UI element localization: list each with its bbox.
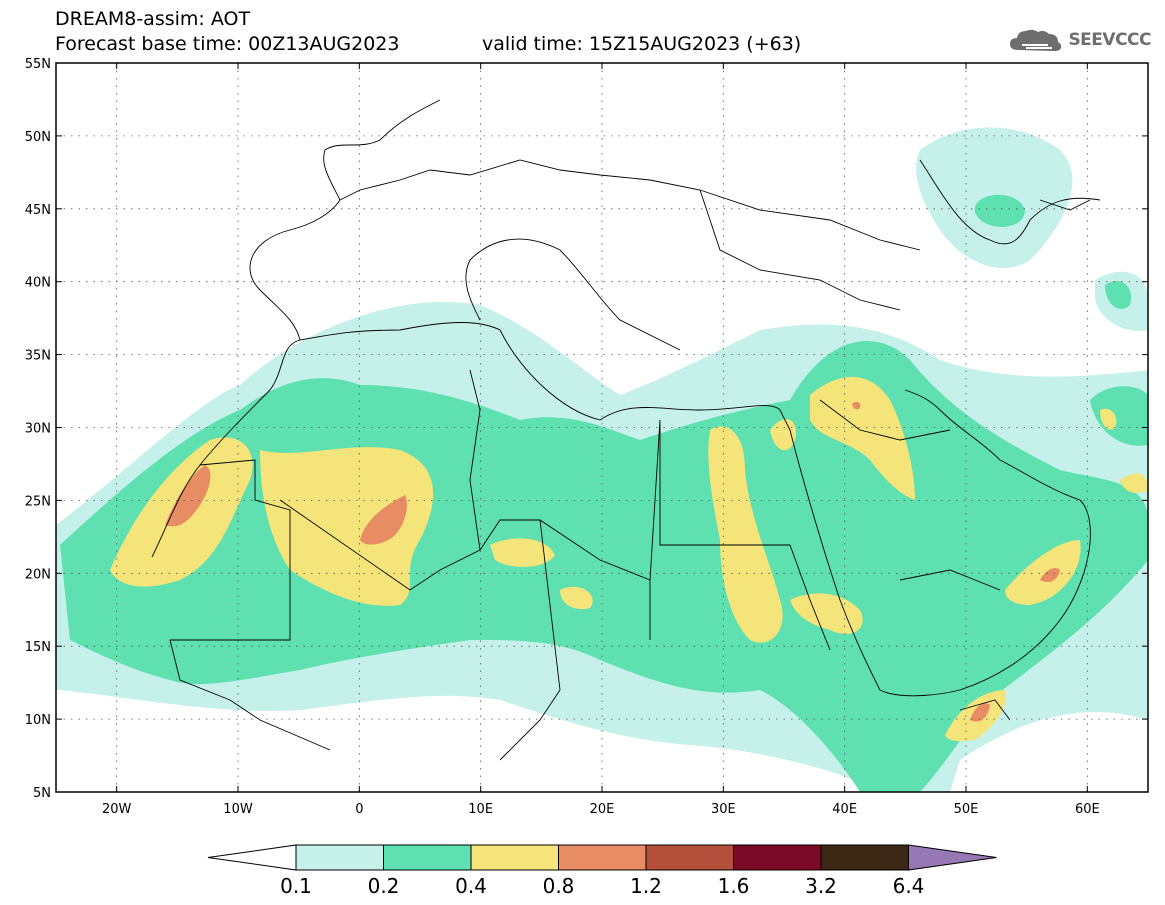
lat-label: 55N: [25, 57, 51, 72]
colorbar-label: 0.8: [543, 874, 575, 898]
graticule: [56, 63, 1148, 792]
lon-label: 20E: [590, 802, 615, 817]
lat-label: 20N: [25, 567, 51, 582]
lat-label: 5N: [33, 786, 51, 801]
lat-label: 25N: [25, 494, 51, 509]
lon-label: 60E: [1075, 802, 1100, 817]
colorbar-label: 0.1: [280, 874, 312, 898]
colorbar-swatch: [733, 844, 822, 871]
colorbar-swatch: [645, 844, 734, 871]
colorbar-swatch: [383, 844, 472, 871]
aot-contour-0.8: [165, 401, 1060, 722]
lat-label: 50N: [25, 130, 51, 145]
lat-label: 30N: [25, 422, 51, 437]
lat-label: 45N: [25, 203, 51, 218]
axis-ticks: [56, 62, 1148, 793]
colorbar-label: 0.4: [455, 874, 487, 898]
colorbar-label: 1.6: [718, 874, 750, 898]
longitude-labels: 20W 10W 0 10E 20E 30E 40E 50E 60E: [102, 802, 1100, 817]
lon-label: 10E: [468, 802, 493, 817]
seevccc-logo: SEEVCCC: [1008, 26, 1151, 54]
map-title: DREAM8-assim: AOT: [55, 8, 251, 30]
colorbar-swatch: [558, 844, 647, 871]
lat-label: 35N: [25, 349, 51, 364]
lat-label: 40N: [25, 276, 51, 291]
colorbar-swatch: [470, 844, 559, 871]
colorbar-label: 6.4: [893, 874, 925, 898]
coastlines-and-borders: [151, 99, 1101, 761]
lat-label: 15N: [25, 640, 51, 655]
colorbar-swatch: [295, 844, 384, 871]
lon-label: 10W: [223, 802, 253, 817]
colorbar: 0.1 0.2 0.4 0.8 1.2 1.6 3.2 6.4: [207, 844, 997, 898]
colorbar-swatch: [820, 844, 909, 871]
forecast-base-time: Forecast base time: 00Z13AUG2023: [55, 33, 400, 55]
valid-time: valid time: 15Z15AUG2023 (+63): [482, 33, 802, 55]
colorbar-label: 0.2: [368, 874, 400, 898]
lon-label: 30E: [711, 802, 736, 817]
logo-text: SEEVCCC: [1068, 30, 1151, 50]
latitude-labels: 55N 50N 45N 40N 35N 30N 25N 20N 15N 10N 5N: [25, 57, 51, 801]
lon-label: 0: [355, 802, 363, 817]
lon-label: 50E: [954, 802, 979, 817]
colorbar-label: 1.2: [630, 874, 662, 898]
lat-label: 10N: [25, 713, 51, 728]
lon-label: 40E: [832, 802, 857, 817]
cloud-logo-icon: [1010, 29, 1062, 51]
colorbar-over-arrow: [908, 844, 997, 871]
colorbar-under-arrow: [207, 844, 297, 871]
lon-label: 20W: [102, 802, 132, 817]
colorbar-label: 3.2: [805, 874, 837, 898]
